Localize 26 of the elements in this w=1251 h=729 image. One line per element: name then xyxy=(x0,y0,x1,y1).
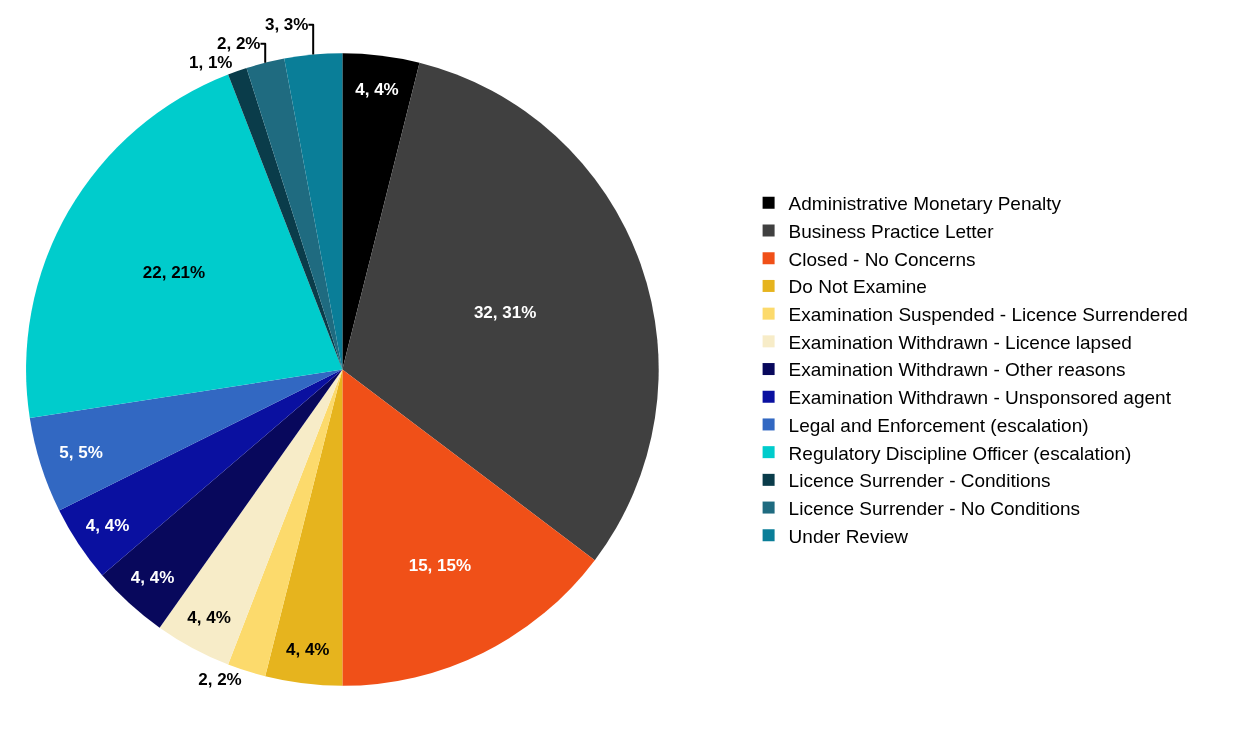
data-label: 4, 4% xyxy=(130,568,175,588)
data-label: 22, 21% xyxy=(142,262,206,282)
data-label: 15, 15% xyxy=(408,555,472,575)
legend-label: Examination Withdrawn - Unsponsored agent xyxy=(788,387,1172,409)
legend-label: Examination Suspended - Licence Surrendered xyxy=(788,304,1188,326)
legend-label: Under Review xyxy=(788,525,909,547)
data-label: 4, 4% xyxy=(85,515,130,535)
legend-label: Legal and Enforcement (escalation) xyxy=(788,414,1089,436)
legend-label: Examination Withdrawn - Other reasons xyxy=(788,359,1126,381)
legend-label: Licence Surrender - Conditions xyxy=(788,470,1051,492)
data-label: 4, 4% xyxy=(355,80,399,100)
data-label: 2, 2% xyxy=(216,34,261,54)
legend-label: Administrative Monetary Penalty xyxy=(788,193,1062,215)
data-label: 2, 2% xyxy=(198,670,242,690)
legend-label: Regulatory Discipline Officer (escalation) xyxy=(788,442,1132,464)
legend-label: Examination Withdrawn - Licence lapsed xyxy=(788,331,1132,353)
data-label: 5, 5% xyxy=(59,443,103,463)
legend-label: Closed - No Concerns xyxy=(788,248,976,270)
data-label: 3, 3% xyxy=(264,15,309,35)
legend-label: Licence Surrender - No Conditions xyxy=(788,497,1081,519)
data-label: 4, 4% xyxy=(286,639,330,659)
data-label: 1, 1% xyxy=(189,53,233,73)
legend-label: Business Practice Letter xyxy=(788,220,995,242)
data-label: 32, 31% xyxy=(473,302,537,322)
data-label: 4, 4% xyxy=(187,608,231,628)
legend-label: Do Not Examine xyxy=(788,276,927,298)
